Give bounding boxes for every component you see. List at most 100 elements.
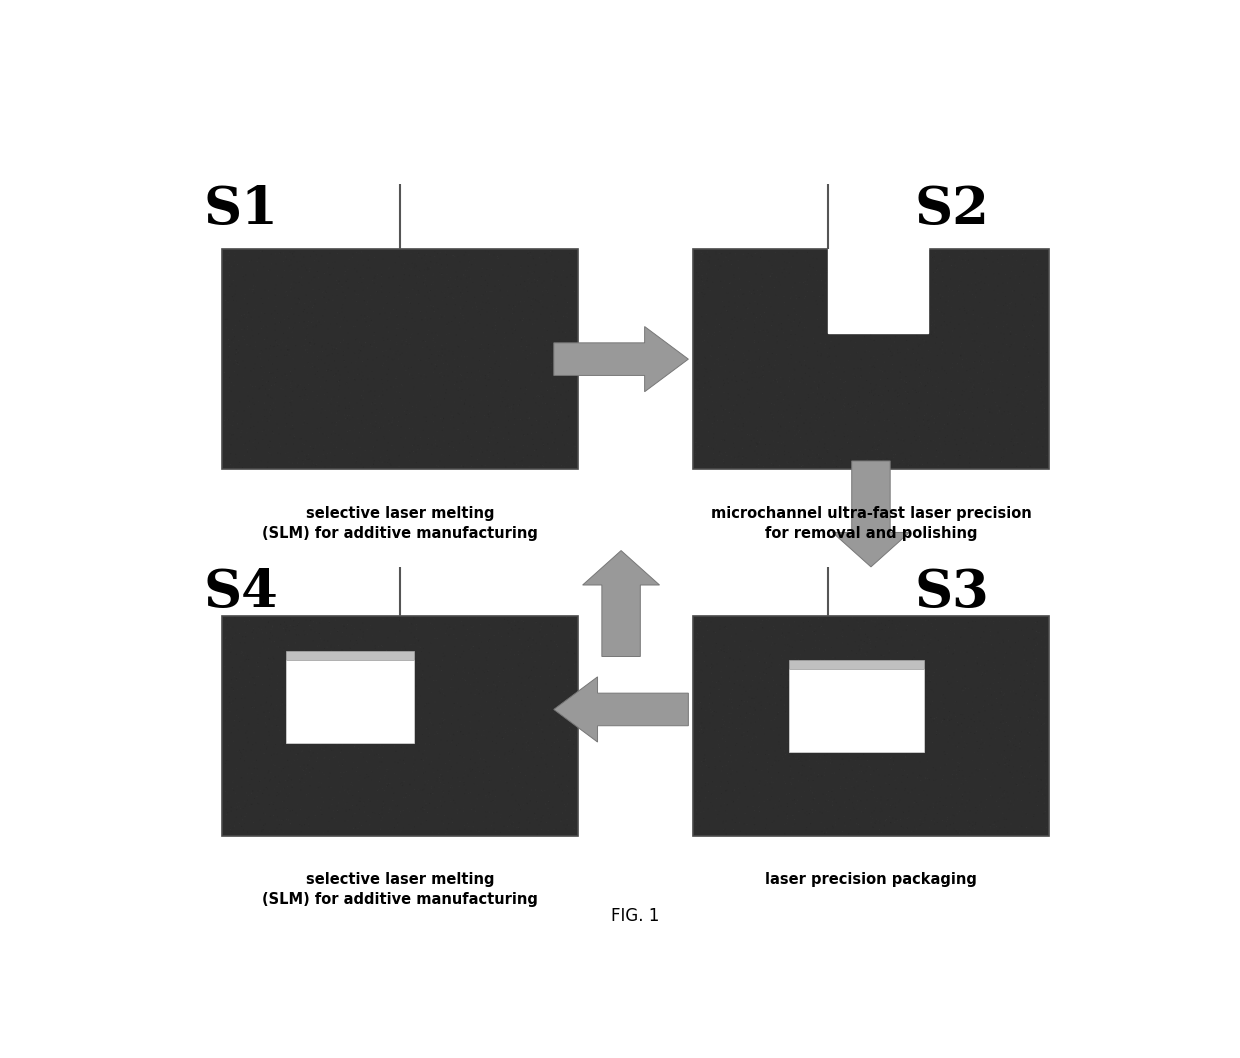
Point [764,722,784,738]
Point [305,366,325,383]
Point [362,655,382,672]
Point [223,630,243,646]
Point [265,372,285,389]
Point [221,416,241,433]
Point [392,679,412,696]
Point [265,801,285,818]
Point [777,734,797,751]
Point [756,665,776,682]
Point [361,415,381,432]
Point [823,455,843,472]
Point [247,746,267,763]
Point [966,285,986,302]
Point [232,287,252,304]
Point [733,450,753,467]
Point [368,824,388,841]
Point [450,747,470,764]
Point [309,281,329,298]
Point [352,295,372,312]
Point [459,259,479,276]
Point [791,331,811,348]
Point [950,378,970,395]
Point [857,773,877,790]
Point [558,436,578,453]
Point [496,372,516,389]
Point [1014,651,1034,668]
Point [914,815,934,832]
Point [743,248,763,264]
Point [879,393,899,409]
Point [863,678,883,695]
Point [319,799,339,816]
Point [791,746,811,763]
Point [236,743,255,760]
Point [304,345,324,362]
Point [353,728,373,745]
Point [543,758,563,774]
Point [947,714,967,731]
Point [324,650,343,667]
Point [920,673,940,690]
Point [697,247,717,263]
Point [232,267,252,284]
Point [1028,623,1048,640]
Point [703,248,723,264]
Point [319,396,339,413]
Point [381,670,401,687]
Point [985,713,1004,730]
Point [402,326,422,343]
Point [293,414,312,431]
Point [536,791,556,808]
Point [357,674,377,691]
Point [232,322,252,339]
Point [727,708,746,725]
Point [479,770,498,787]
Point [856,789,875,806]
Point [346,318,366,335]
Point [306,609,326,626]
Point [433,336,453,353]
Point [748,324,768,341]
Point [724,439,744,456]
Point [801,779,821,796]
Point [247,655,267,672]
Point [420,249,440,266]
Point [743,798,763,815]
Point [851,443,870,460]
Point [961,331,981,348]
Point [559,266,579,282]
Point [388,321,408,338]
Point [506,277,526,294]
Point [221,692,241,709]
Point [869,821,889,838]
Bar [222,250,578,469]
Point [1034,805,1054,822]
Point [918,440,937,457]
Point [376,737,396,754]
Point [686,323,706,340]
Point [925,415,945,432]
Point [867,377,887,394]
Point [987,318,1007,335]
Point [391,823,410,840]
Point [222,659,242,676]
Point [992,696,1012,713]
Point [808,754,828,771]
Point [759,750,779,767]
Point [870,292,890,309]
Point [444,394,464,411]
Point [301,333,321,350]
Point [387,308,407,325]
Point [712,305,732,322]
Point [295,386,315,403]
Point [924,799,944,816]
Point [712,358,732,375]
Point [730,405,750,422]
Point [398,289,418,306]
Point [986,416,1006,433]
Point [238,657,258,674]
Point [557,305,577,322]
Point [985,333,1004,350]
Point [887,424,906,441]
Point [279,406,299,423]
